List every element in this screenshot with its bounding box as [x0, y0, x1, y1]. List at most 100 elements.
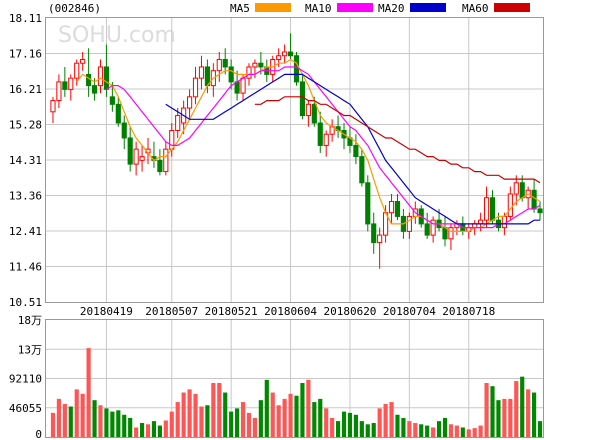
ma-legend: MA5 MA10 MA20 MA60: [230, 2, 530, 15]
candle-body: [311, 103, 317, 124]
candle-body: [222, 58, 228, 68]
volume-bar: [122, 414, 127, 437]
legend-swatch-ma60: [494, 3, 530, 12]
volume-bar: [92, 400, 97, 437]
volume-bar: [466, 429, 471, 437]
volume-tick-label: 92110: [9, 373, 42, 386]
volume-bar: [151, 421, 157, 437]
volume-bar: [330, 417, 335, 437]
volume-bar: [98, 405, 103, 437]
ma5-line: [76, 58, 541, 232]
candle-body: [489, 197, 496, 221]
date-tick-label: 20180507: [145, 305, 198, 318]
volume-bar: [128, 417, 133, 437]
candle-body: [91, 85, 98, 94]
candle-body: [258, 62, 264, 68]
volume-bar: [116, 410, 121, 437]
watermark: SOHU.com: [58, 23, 176, 48]
volume-bar: [306, 379, 311, 437]
volume-bar: [181, 392, 186, 437]
candle-body: [282, 51, 288, 57]
volume-bar: [496, 400, 501, 437]
volume-bar: [50, 412, 56, 437]
volume-bar: [258, 400, 263, 437]
candle-body: [365, 182, 371, 225]
volume-bar: [359, 421, 364, 437]
volume-bar: [270, 392, 275, 437]
price-tick-label: 17.16: [9, 48, 42, 61]
volume-bar: [229, 411, 234, 437]
candle-body: [198, 66, 205, 79]
volume-bar: [68, 406, 73, 437]
candle-body: [240, 77, 246, 94]
candle-body: [228, 66, 234, 83]
legend-label-ma10: MA10: [305, 2, 332, 15]
candle-body: [86, 73, 92, 87]
volume-bar: [371, 423, 376, 437]
volume-bar: [395, 414, 400, 437]
volume-bar: [425, 425, 430, 437]
volume-bar: [300, 383, 305, 437]
price-axis: 18.11 17.16 16.21 15.28 14.31 13.36 12.41 11.46…: [9, 12, 42, 309]
date-axis: 20180419 20180507 20180521 20180604 20180620…: [80, 305, 495, 318]
candle-body: [448, 227, 454, 240]
candle-body: [68, 77, 74, 90]
candle-body: [169, 129, 175, 150]
volume-bar: [169, 411, 174, 437]
candle-body: [519, 182, 525, 199]
volume-bar: [324, 408, 329, 437]
volume-bar: [282, 398, 287, 437]
volume-bar: [389, 402, 394, 437]
price-tick-label: 18.11: [9, 12, 42, 25]
candle-body: [74, 62, 80, 79]
candle-body: [359, 156, 365, 184]
candle-body: [80, 58, 86, 64]
candle-body: [127, 137, 133, 165]
candle-body: [537, 208, 543, 214]
volume-bar: [537, 421, 543, 437]
volume-bar: [472, 428, 477, 437]
volume-bar: [508, 398, 513, 437]
volume-tick-label: 18万: [18, 314, 42, 327]
volume-bar: [526, 389, 531, 437]
volume-bar: [288, 393, 293, 437]
volume-bar: [401, 417, 406, 437]
candle-body: [192, 77, 199, 98]
price-tick-label: 13.36: [9, 190, 42, 203]
volume-bar: [442, 417, 448, 437]
volume-bar: [163, 420, 168, 437]
volume-bar: [353, 414, 358, 437]
volume-bar: [223, 392, 228, 437]
candle-body: [388, 200, 395, 214]
candle-body: [371, 223, 377, 244]
volume-bar: [502, 398, 507, 437]
candle-body: [317, 122, 323, 146]
volume-tick-label: 13万: [18, 343, 42, 356]
candle-body: [121, 122, 127, 139]
candle-body: [50, 100, 56, 113]
candle-body: [62, 81, 68, 90]
candle-body: [430, 219, 436, 236]
legend-label-ma60: MA60: [462, 2, 489, 15]
volume-tick-label: 46055: [9, 402, 42, 415]
stock-code: (002846): [48, 2, 101, 15]
candle-body: [299, 81, 306, 117]
ma10-line: [106, 66, 541, 229]
price-tick-label: 15.28: [9, 119, 42, 132]
volume-bar: [56, 398, 61, 437]
date-tick-label: 20180620: [323, 305, 376, 318]
candle-body: [97, 66, 104, 87]
date-tick-label: 20180718: [442, 305, 495, 318]
candle-body: [234, 81, 240, 94]
candle-body: [157, 159, 163, 173]
candle-body: [109, 96, 115, 105]
candle-body: [175, 115, 181, 131]
volume-bar: [235, 408, 240, 437]
volume-bar: [318, 398, 323, 437]
volume-bar: [240, 402, 246, 437]
legend-swatch-ma10: [337, 3, 373, 12]
candlesticks: [50, 33, 543, 269]
candle-body: [501, 215, 507, 229]
volume-tick-label: 0: [35, 428, 42, 440]
date-tick-label: 20180521: [205, 305, 258, 318]
